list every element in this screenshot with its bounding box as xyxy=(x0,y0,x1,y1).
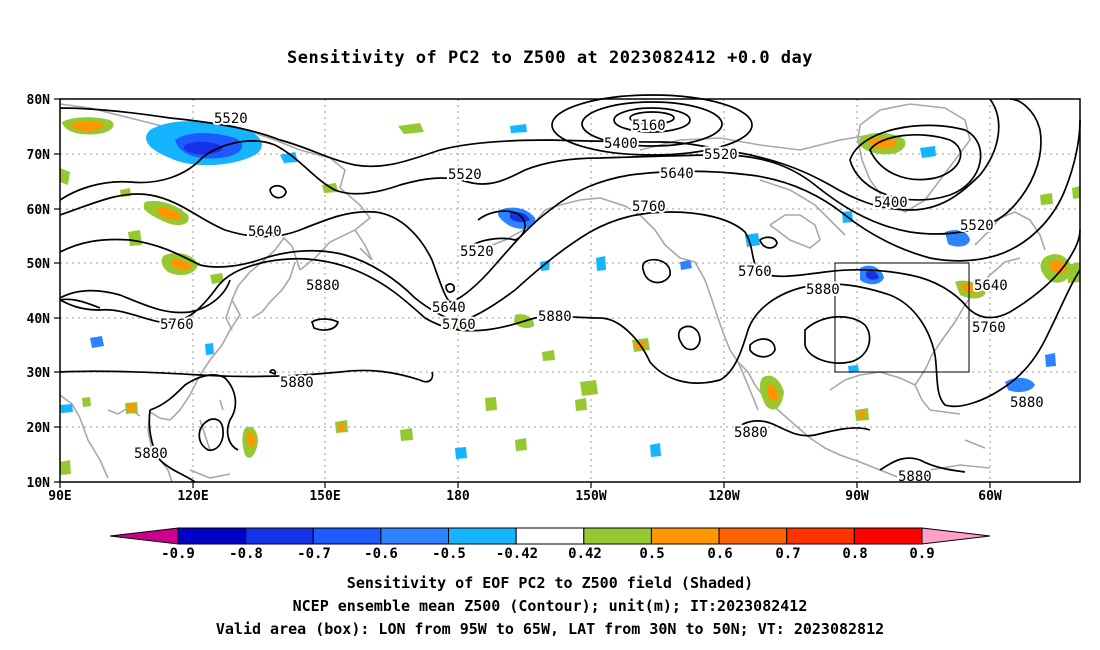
colorbar-labels: -0.9 -0.8 -0.7 -0.6 -0.5 -0.42 0.42 0.5 … xyxy=(161,546,935,562)
colorbar-high-end xyxy=(921,527,991,545)
contour-label: 5640 xyxy=(974,278,1008,294)
valid-area-box xyxy=(834,262,970,373)
colorbar-cell xyxy=(583,527,652,545)
colorbar-label: 0.5 xyxy=(639,546,664,562)
colorbar-label: -0.5 xyxy=(432,546,466,562)
colorbar-label: 0.8 xyxy=(842,546,867,562)
colorbar-label: -0.42 xyxy=(496,546,538,562)
contour-label: 5880 xyxy=(280,375,314,391)
colorbar-cells xyxy=(177,527,923,545)
contour-label: 5880 xyxy=(306,278,340,294)
contour-label: 5640 xyxy=(660,166,694,182)
lon-label: 180 xyxy=(446,489,470,504)
lat-label: 70N xyxy=(27,148,51,163)
colorbar-cell xyxy=(177,527,247,545)
z500-contours xyxy=(59,94,1081,483)
lon-label: 150W xyxy=(575,489,606,504)
lon-label: 90W xyxy=(845,489,869,504)
gridlines xyxy=(60,99,1080,482)
colorbar: -0.9 -0.8 -0.7 -0.6 -0.5 -0.42 0.42 0.5 … xyxy=(109,527,991,562)
colorbar-cell xyxy=(380,527,450,545)
contour-label: 5760 xyxy=(632,199,666,215)
lat-label: 50N xyxy=(27,257,51,272)
contour-label: 5760 xyxy=(160,317,194,333)
contour-label: 5760 xyxy=(442,317,476,333)
contour-label: 5880 xyxy=(806,282,840,298)
lat-label: 10N xyxy=(27,476,51,491)
caption-valid-area: Valid area (box): LON from 95W to 65W, L… xyxy=(215,620,885,638)
colorbar-label: -0.7 xyxy=(297,546,331,562)
colorbar-cell xyxy=(786,527,855,545)
caption-contour: NCEP ensemble mean Z500 (Contour); unit(… xyxy=(292,597,808,615)
colorbar-label: 0.42 xyxy=(568,546,602,562)
map-frame xyxy=(59,98,1081,483)
colorbar-label: -0.9 xyxy=(161,546,195,562)
contour-label: 5400 xyxy=(874,195,908,211)
lon-label: 120E xyxy=(177,489,208,504)
contour-label: 5880 xyxy=(538,309,572,325)
colorbar-cell xyxy=(650,527,720,545)
contour-label: 5160 xyxy=(632,118,666,134)
lon-label: 90E xyxy=(48,489,71,504)
contour-label: 5640 xyxy=(248,224,282,240)
colorbar-label: -0.6 xyxy=(364,546,398,562)
latitude-labels: 80N 70N 60N 50N 40N 30N 20N 10N xyxy=(27,93,51,491)
colorbar-cell xyxy=(515,527,585,545)
colorbar-label: -0.8 xyxy=(229,546,263,562)
colorbar-low-end xyxy=(109,527,179,545)
lon-label: 120W xyxy=(708,489,739,504)
colorbar-label: 0.6 xyxy=(707,546,732,562)
contour-label: 5760 xyxy=(738,264,772,280)
colorbar-cell xyxy=(448,527,517,545)
lat-label: 80N xyxy=(27,93,51,108)
longitude-labels: 90E 120E 150E 180 150W 120W 90W 60W xyxy=(48,489,1002,504)
contour-label: 5640 xyxy=(432,300,466,316)
contour-label: 5880 xyxy=(1010,395,1044,411)
axis-ticks xyxy=(54,98,991,488)
lat-label: 40N xyxy=(27,312,51,327)
contour-label: 5520 xyxy=(704,147,738,163)
lat-label: 30N xyxy=(27,366,51,381)
plot-title: Sensitivity of PC2 to Z500 at 2023082412… xyxy=(286,48,813,68)
lat-label: 60N xyxy=(27,203,51,218)
colorbar-label: 0.7 xyxy=(775,546,800,562)
contour-label: 5400 xyxy=(604,136,638,152)
lon-label: 60W xyxy=(978,489,1002,504)
contour-label: 5520 xyxy=(460,244,494,260)
contour-labels: 5520 5160 5400 5520 5520 5640 5760 5400 … xyxy=(132,109,1046,487)
coastlines xyxy=(59,103,1046,483)
caption-shaded: Sensitivity of EOF PC2 to Z500 field (Sh… xyxy=(346,574,754,592)
contour-label: 5760 xyxy=(972,320,1006,336)
contour-label: 5880 xyxy=(734,425,768,441)
contour-label: 5520 xyxy=(448,167,482,183)
contour-label: 5520 xyxy=(214,111,248,127)
colorbar-cell xyxy=(245,527,314,545)
colorbar-cell xyxy=(312,527,382,545)
colorbar-label: 0.9 xyxy=(909,546,934,562)
lat-label: 20N xyxy=(27,421,51,436)
lon-label: 150E xyxy=(309,489,340,504)
contour-label: 5520 xyxy=(960,218,994,234)
colorbar-cell xyxy=(853,527,923,545)
contour-label: 5880 xyxy=(134,446,168,462)
colorbar-cell xyxy=(718,527,788,545)
